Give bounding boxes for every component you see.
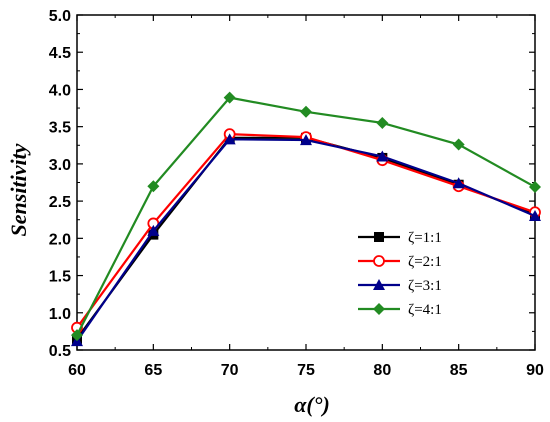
x-tick-label: 80 bbox=[373, 362, 391, 379]
legend-label: ζ=3:1 bbox=[408, 278, 442, 294]
data-point bbox=[300, 105, 312, 118]
legend-label: ζ=1:1 bbox=[408, 230, 442, 246]
y-tick-label: 4.5 bbox=[49, 45, 71, 62]
plot-frame bbox=[76, 14, 536, 351]
x-tick-label: 60 bbox=[68, 362, 86, 379]
data-point bbox=[147, 180, 160, 193]
axes: 0.5 1.0 1.5 2.0 2.5 3.0 3.5 4.0 4.5 5.0 60 65 70 75 80… bbox=[49, 8, 544, 379]
data-point bbox=[452, 138, 465, 151]
data-point bbox=[147, 224, 160, 236]
x-axis-title: α(°) bbox=[294, 392, 330, 417]
series-2 bbox=[71, 128, 541, 334]
legend-item-3: ζ=3:1 bbox=[358, 278, 442, 294]
x-tick-label: 70 bbox=[221, 362, 239, 379]
data-point bbox=[223, 91, 236, 104]
legend-swatch-marker bbox=[373, 303, 385, 315]
data-point bbox=[223, 133, 236, 145]
legend-label: ζ=2:1 bbox=[408, 254, 442, 270]
series-line bbox=[76, 132, 536, 329]
series-line bbox=[76, 136, 536, 340]
data-point bbox=[529, 210, 541, 221]
y-tick-label: 1.0 bbox=[49, 306, 71, 323]
x-tick-label: 65 bbox=[144, 362, 162, 379]
series-4 bbox=[71, 91, 541, 342]
x-tick-label: 90 bbox=[526, 362, 544, 379]
series-line bbox=[76, 138, 536, 342]
legend-swatch-marker bbox=[374, 232, 384, 242]
data-point bbox=[452, 177, 465, 189]
y-tick-label: 5.0 bbox=[49, 8, 71, 25]
legend-item-1: ζ=1:1 bbox=[358, 230, 442, 246]
data-point bbox=[529, 180, 541, 193]
y-tick-label: 2.5 bbox=[49, 194, 71, 211]
legend-swatch-marker bbox=[373, 255, 385, 267]
data-point bbox=[376, 150, 389, 162]
x-tick-label: 85 bbox=[450, 362, 468, 379]
data-point bbox=[376, 116, 389, 129]
y-axis-title: Sensitivity bbox=[6, 143, 31, 236]
y-tick-label: 2.0 bbox=[49, 231, 71, 248]
y-tick-label: 1.5 bbox=[49, 269, 71, 286]
legend-swatch-marker bbox=[373, 279, 385, 290]
legend-item-4: ζ=4:1 bbox=[358, 302, 442, 318]
legend: ζ=1:1 ζ=2:1 ζ=3:1 ζ=4:1 bbox=[358, 230, 442, 318]
legend-label: ζ=4:1 bbox=[408, 302, 442, 318]
y-tick-label: 3.0 bbox=[49, 157, 71, 174]
y-tick-label: 3.5 bbox=[49, 120, 71, 137]
legend-item-2: ζ=2:1 bbox=[358, 254, 442, 270]
y-tick-label: 0.5 bbox=[49, 343, 71, 360]
y-tick-label: 4.0 bbox=[49, 82, 71, 99]
series-layer bbox=[71, 91, 541, 347]
data-point bbox=[300, 134, 312, 146]
x-tick-label: 75 bbox=[297, 362, 315, 379]
data-point bbox=[71, 329, 83, 342]
series-3 bbox=[71, 133, 541, 347]
x-axis-symbol: α(°) bbox=[294, 392, 330, 417]
